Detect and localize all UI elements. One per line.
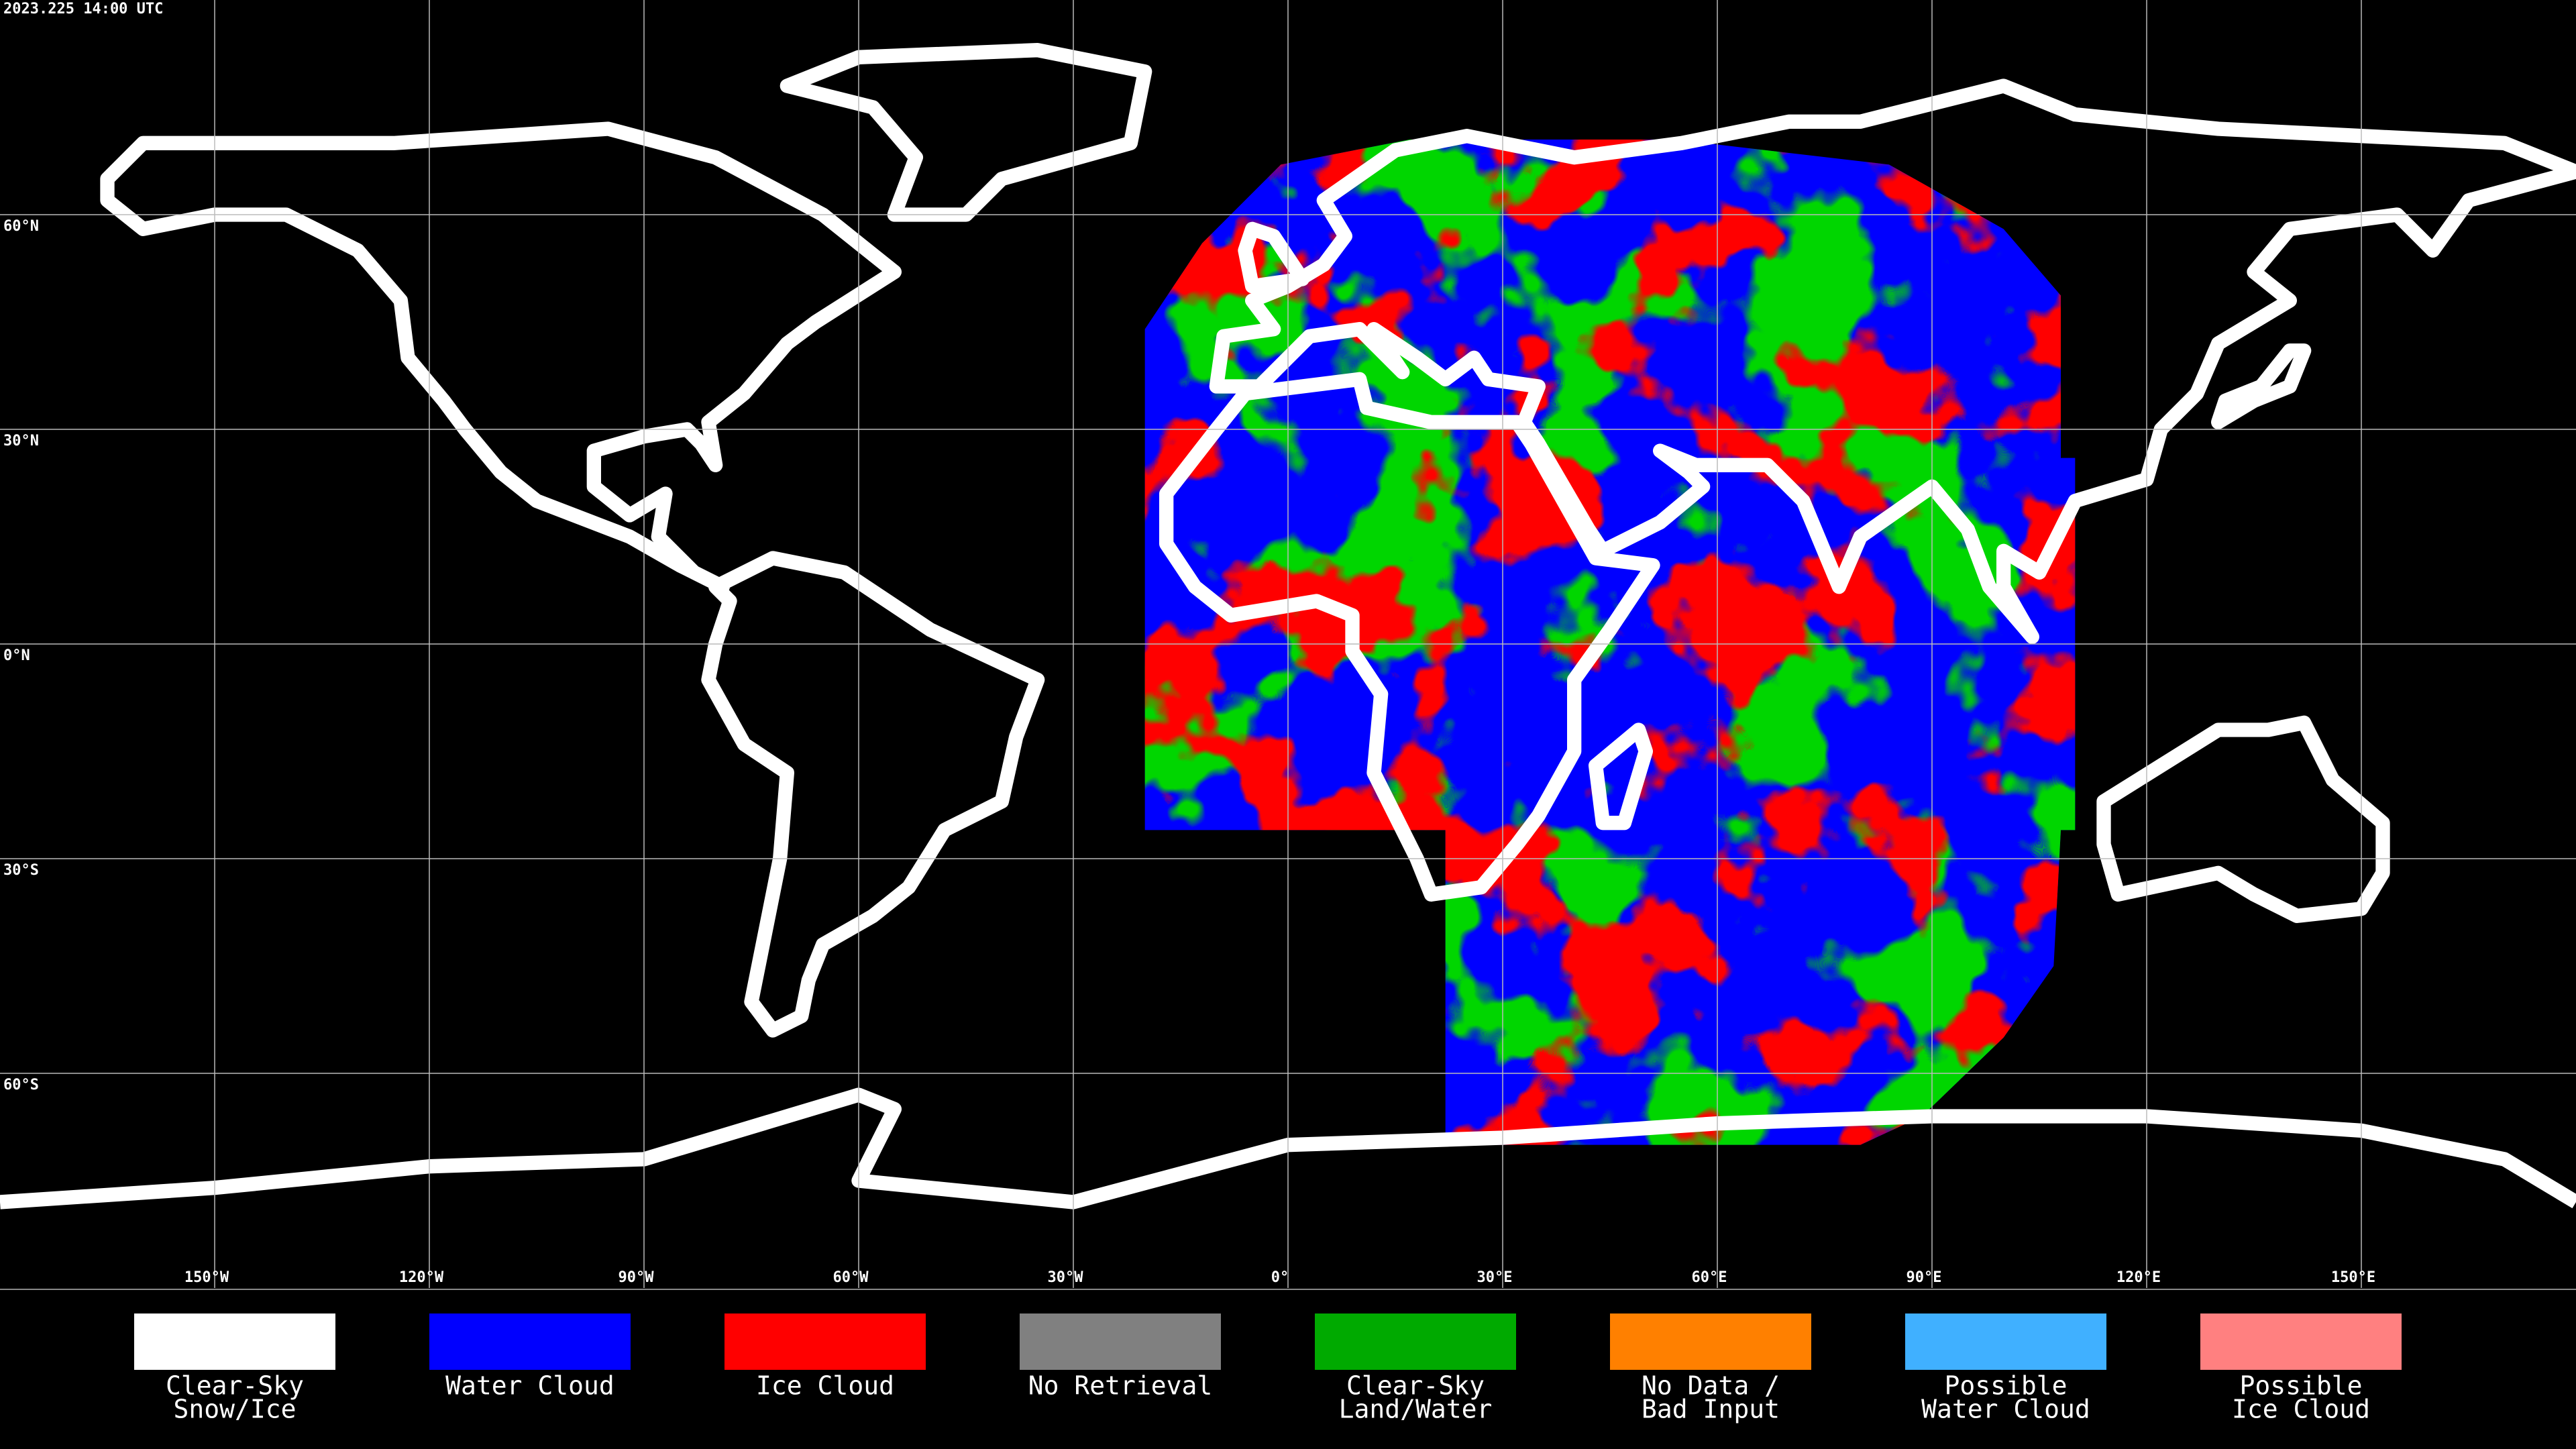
legend-label: Water Cloud [445,1371,614,1401]
legend-label: Possible [1944,1371,2067,1401]
longitude-label: 120°E [2116,1269,2161,1286]
legend-swatch [1610,1313,1811,1370]
legend-swatch [134,1313,335,1370]
longitude-label: 120°W [399,1269,444,1286]
longitude-label: 150°E [2331,1269,2375,1286]
longitude-label: 90°W [619,1269,655,1286]
antarctica [0,1087,2576,1210]
latitude-label: 0°N [3,647,30,664]
latitude-label: 60°N [3,218,39,235]
legend-swatch [429,1313,631,1370]
latitude-label: 60°S [3,1077,39,1093]
legend-swatch [1020,1313,1221,1370]
legend-label: Clear-Sky [166,1371,304,1401]
longitude-label: 30°W [1048,1269,1084,1286]
legend-swatch [2200,1313,2402,1370]
latitude-label: 30°N [3,433,39,449]
legend-label: Possible [2239,1371,2362,1401]
legend-label: Water Cloud [1921,1395,2090,1424]
latitude-label: 30°S [3,862,39,879]
timestamp: 2023.225 14:00 UTC [3,1,163,17]
coastlines [0,42,2576,1210]
legend-label: Ice Cloud [756,1371,894,1401]
legend-label: Bad Input [1642,1395,1780,1424]
legend-swatch [724,1313,926,1370]
legend-label: Clear-Sky [1346,1371,1485,1401]
eurasia [1209,78,2576,644]
legend-label: No Data / [1642,1371,1780,1401]
south-america [701,551,1045,1038]
legend-label: Snow/Ice [173,1395,296,1424]
legend-label: No Retrieval [1028,1371,1213,1401]
graticule: 150°W 120°W 90°W 60°W 30°W 0° 30°E 60°E 90°E 120°… [0,0,2576,1288]
longitude-label: 90°E [1907,1269,1942,1286]
legend-label: Land/Water [1339,1395,1493,1424]
legend-swatch [1315,1313,1516,1370]
longitude-label: 30°E [1477,1269,1513,1286]
longitude-label: 0° [1271,1269,1289,1286]
legend-label: Ice Cloud [2232,1395,2370,1424]
australia [2096,715,2390,924]
madagascar [1589,722,1654,830]
great-britain [1238,221,1310,294]
japan [2211,343,2312,429]
legend-swatch [1905,1313,2106,1370]
africa [1159,372,1660,902]
longitude-label: 60°W [833,1269,869,1286]
greenland [780,42,1152,222]
longitude-label: 60°E [1692,1269,1727,1286]
longitude-label: 150°W [184,1269,229,1286]
